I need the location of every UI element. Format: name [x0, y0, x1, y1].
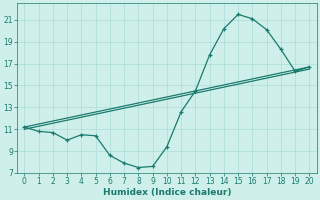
X-axis label: Humidex (Indice chaleur): Humidex (Indice chaleur): [103, 188, 231, 197]
